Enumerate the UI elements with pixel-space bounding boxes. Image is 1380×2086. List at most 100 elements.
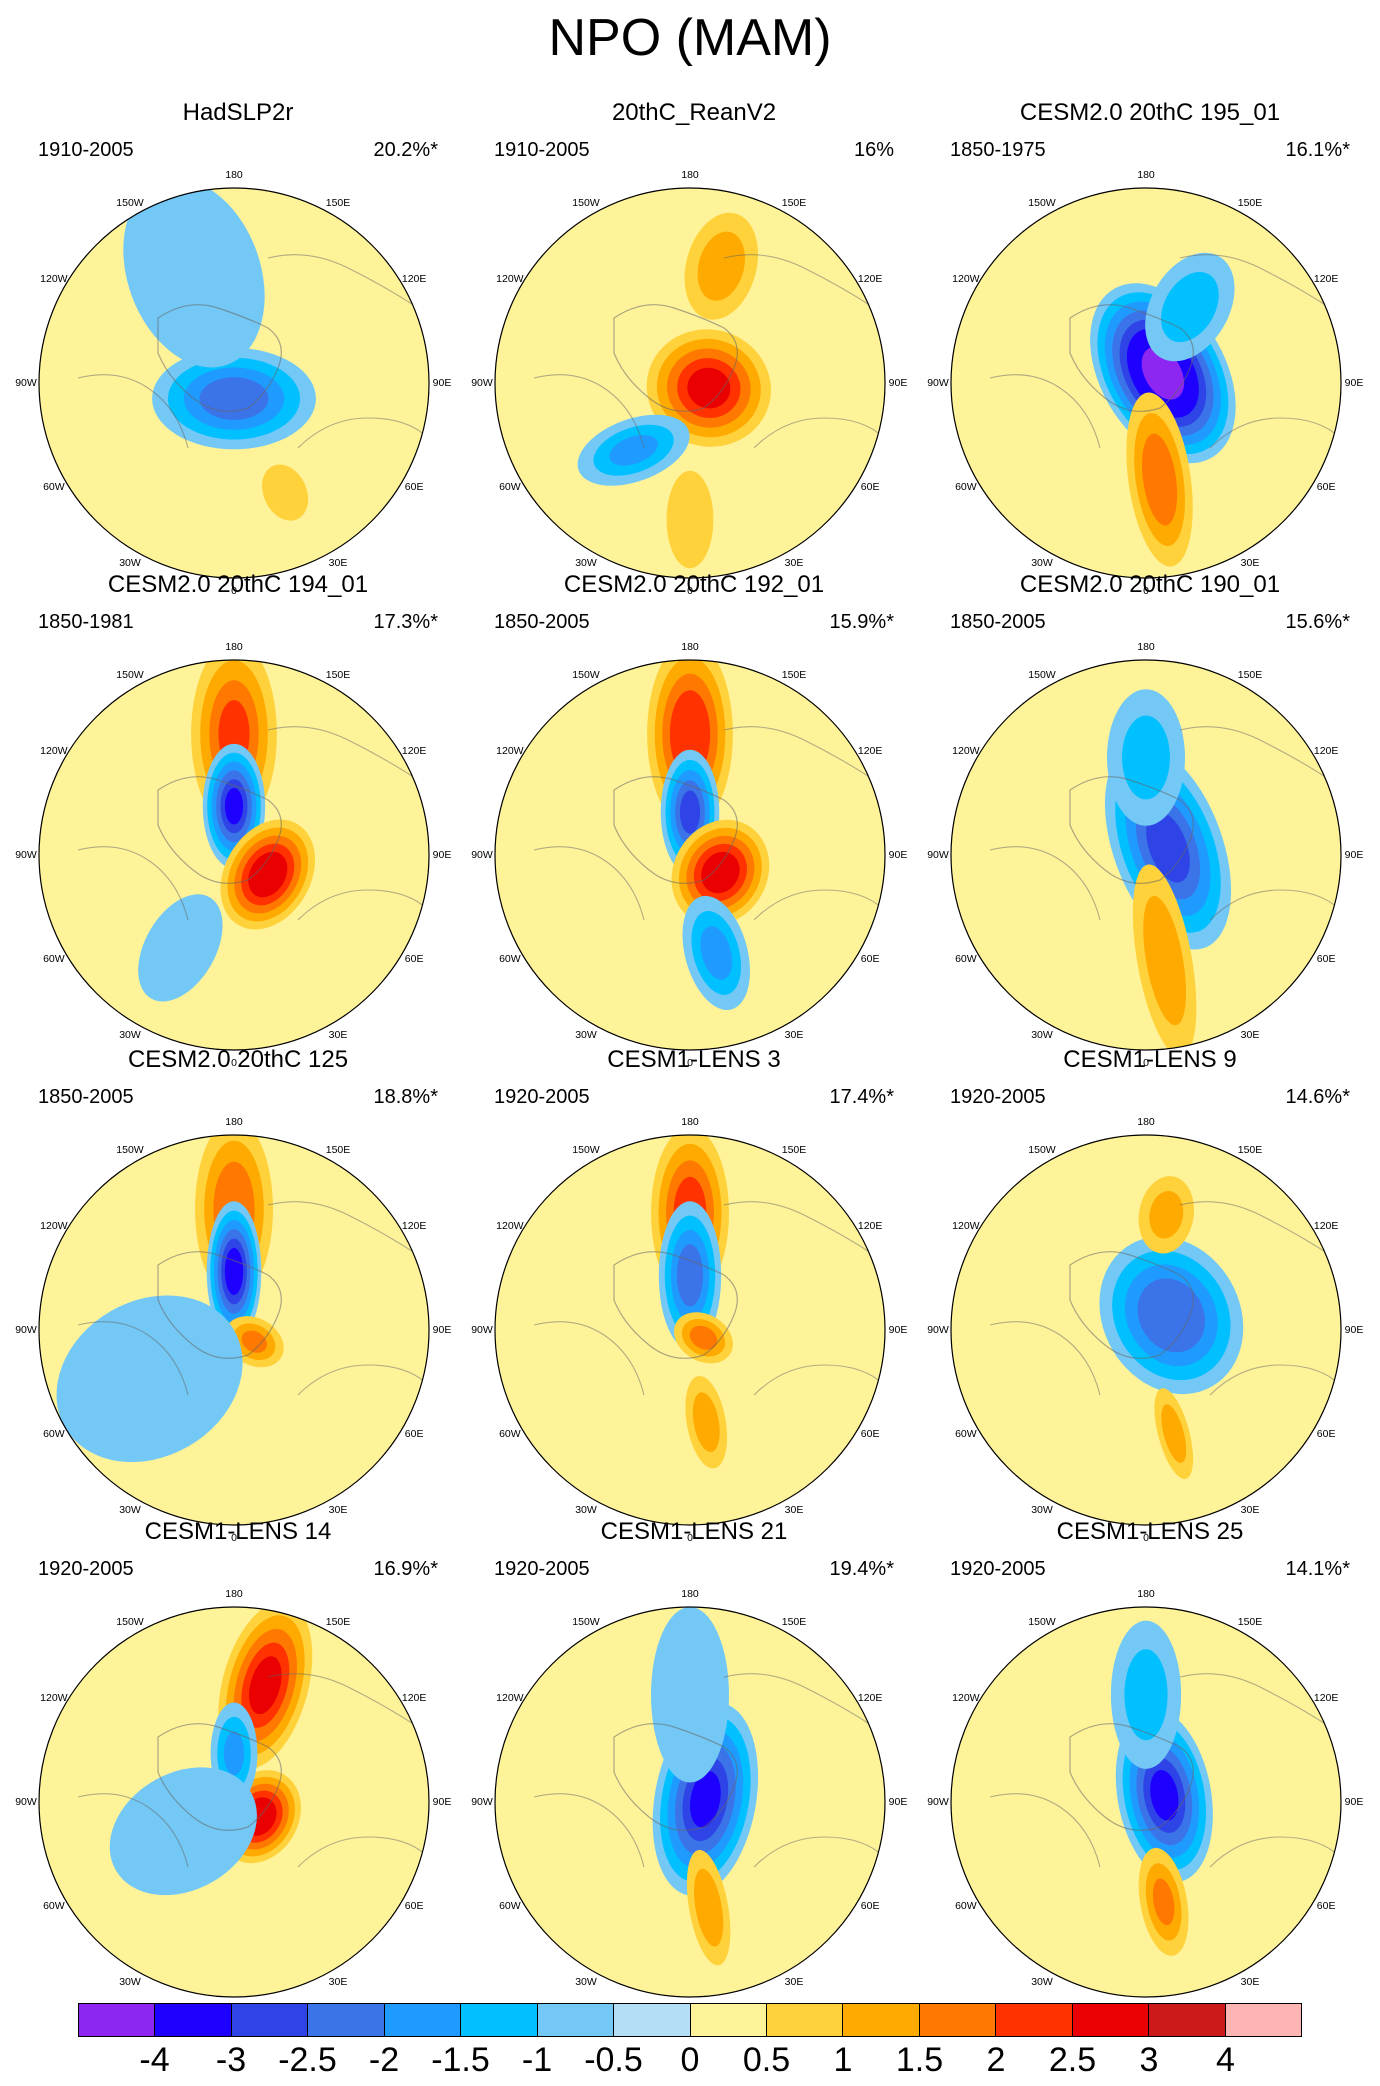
panel-period: 1850-1975 — [950, 139, 1046, 161]
panel-title: 20thC_ReanV2 — [611, 99, 777, 126]
longitude-label: 0 — [687, 1057, 693, 1069]
colorbar-swatch — [79, 2004, 156, 2036]
longitude-label: 60E — [1316, 953, 1336, 965]
longitude-label: 30W — [119, 1976, 141, 1989]
longitude-label: 150E — [1237, 1143, 1263, 1156]
colorbar-tick-label: -3 — [215, 2041, 247, 2079]
longitude-label: 60W — [955, 1900, 977, 1912]
longitude-label: 90E — [1344, 377, 1364, 389]
positive-anomaly-contour — [1152, 1878, 1175, 1926]
longitude-label: 120E — [1313, 745, 1339, 757]
colorbar-tick-label: -2.5 — [278, 2041, 337, 2079]
panel-period: 1920-2005 — [950, 1086, 1046, 1108]
longitude-label: 30E — [1240, 557, 1260, 570]
colorbar-tick-label: 0 — [680, 2041, 700, 2079]
panel-variance: 15.9%* — [829, 611, 895, 633]
longitude-label: 0 — [231, 585, 237, 597]
panel-variance: 16% — [853, 139, 894, 161]
longitude-label: 30E — [328, 1029, 348, 1042]
panel-title: CESM1-LENS 3 — [607, 1046, 781, 1073]
panel-period: 1920-2005 — [950, 1558, 1046, 1580]
panel-title: CESM1-LENS 9 — [1063, 1046, 1237, 1073]
positive-anomaly-contour — [701, 851, 740, 894]
longitude-label: 120W — [952, 1692, 980, 1704]
longitude-label: 90E — [888, 1796, 908, 1808]
longitude-label: 180 — [225, 1116, 243, 1128]
map-panel: 20thC_ReanV2 1910-2005 16% 180 150E 120E 90E 60… — [471, 98, 907, 597]
map-panel: CESM1-LENS 21 1920-2005 19.4%* 180 150E 120E 9… — [471, 1517, 907, 2016]
panel-variance: 18.8%* — [373, 1086, 439, 1108]
polar-map — [950, 187, 1342, 579]
longitude-label: 0 — [231, 1532, 237, 1544]
colorbar-tick-label: 1 — [833, 2041, 853, 2079]
longitude-label: 30E — [784, 1504, 804, 1517]
colorbar-swatch — [308, 2004, 385, 2036]
longitude-label: 150W — [116, 668, 144, 681]
colorbar-swatch — [843, 2004, 920, 2036]
panel-variance: 20.2%* — [373, 139, 439, 161]
polar-map — [38, 187, 430, 579]
positive-anomaly-contour — [1142, 433, 1178, 526]
colorbar-swatch — [1149, 2004, 1226, 2036]
longitude-label: 90E — [1344, 1796, 1364, 1808]
panel-title: CESM2.0 20thC 192_01 — [563, 571, 825, 598]
panel-title: CESM2.0 20thC 190_01 — [1019, 571, 1281, 598]
panel-period: 1850-2005 — [38, 1086, 134, 1108]
longitude-label: 150E — [325, 196, 351, 209]
longitude-label: 120E — [857, 1220, 883, 1232]
longitude-label: 120E — [857, 273, 883, 285]
longitude-label: 90W — [471, 849, 493, 861]
map-border — [494, 1134, 886, 1526]
polar-map — [950, 1606, 1342, 1998]
longitude-label: 30E — [784, 557, 804, 570]
polar-map — [494, 187, 886, 579]
coastline — [613, 776, 738, 884]
longitude-label: 60W — [43, 1428, 65, 1440]
longitude-label: 0 — [687, 1532, 693, 1544]
positive-anomaly-contour — [689, 1325, 718, 1350]
coastline — [613, 1251, 738, 1359]
panel-variance: 14.6%* — [1285, 1086, 1351, 1108]
longitude-label: 90E — [432, 1796, 452, 1808]
coastline — [533, 254, 885, 449]
map-border — [950, 187, 1342, 579]
longitude-label: 60E — [860, 481, 880, 493]
panel-title: CESM1-LENS 14 — [144, 1518, 332, 1545]
panel-variance: 17.4%* — [829, 1086, 895, 1108]
longitude-label: 150E — [781, 1615, 807, 1628]
coastline — [613, 1723, 738, 1831]
longitude-label: 60E — [860, 953, 880, 965]
panel-period: 1920-2005 — [494, 1086, 590, 1108]
positive-anomaly-contour — [666, 470, 714, 569]
longitude-label: 120W — [40, 273, 68, 285]
map-panel: CESM2.0 20thC 192_01 1850-2005 15.9%* 180 15… — [471, 570, 907, 1069]
longitude-label: 30E — [328, 557, 348, 570]
longitude-label: 60E — [404, 481, 424, 493]
positive-anomaly-contour — [694, 1868, 724, 1947]
map-panel: CESM2.0 20thC 190_01 1850-2005 15.6%* 180 15… — [927, 570, 1363, 1069]
longitude-label: 150W — [1028, 1615, 1056, 1628]
longitude-label: 150W — [572, 196, 600, 209]
longitude-label: 60W — [499, 481, 521, 493]
longitude-label: 120W — [496, 745, 524, 757]
longitude-label: 150E — [781, 196, 807, 209]
colorbar-swatch — [231, 2004, 309, 2036]
longitude-label: 30E — [784, 1029, 804, 1042]
longitude-label: 180 — [225, 1588, 243, 1600]
negative-anomaly-contour — [1150, 1770, 1179, 1821]
panel-title: CESM2.0 20thC 125 — [127, 1046, 349, 1073]
longitude-label: 30W — [1031, 1976, 1053, 1989]
longitude-label: 30W — [575, 1504, 597, 1517]
longitude-label: 90E — [432, 849, 452, 861]
colorbar-swatch — [996, 2004, 1073, 2036]
panel-title: CESM2.0 20thC 194_01 — [107, 571, 369, 598]
negative-anomaly-contour — [1124, 1649, 1168, 1741]
panel-variance: 16.9%* — [373, 1558, 439, 1580]
map-panel: CESM1-LENS 25 1920-2005 14.1%* 180 150E 120E 9… — [927, 1517, 1363, 2016]
colorbar-tick-label: 1.5 — [895, 2041, 944, 2079]
longitude-label: 90W — [15, 1796, 37, 1808]
longitude-label: 90E — [888, 377, 908, 389]
colorbar-tick-label: 4 — [1216, 2041, 1235, 2079]
negative-anomaly-contour — [56, 1295, 243, 1463]
negative-anomaly-contour — [689, 1771, 721, 1828]
